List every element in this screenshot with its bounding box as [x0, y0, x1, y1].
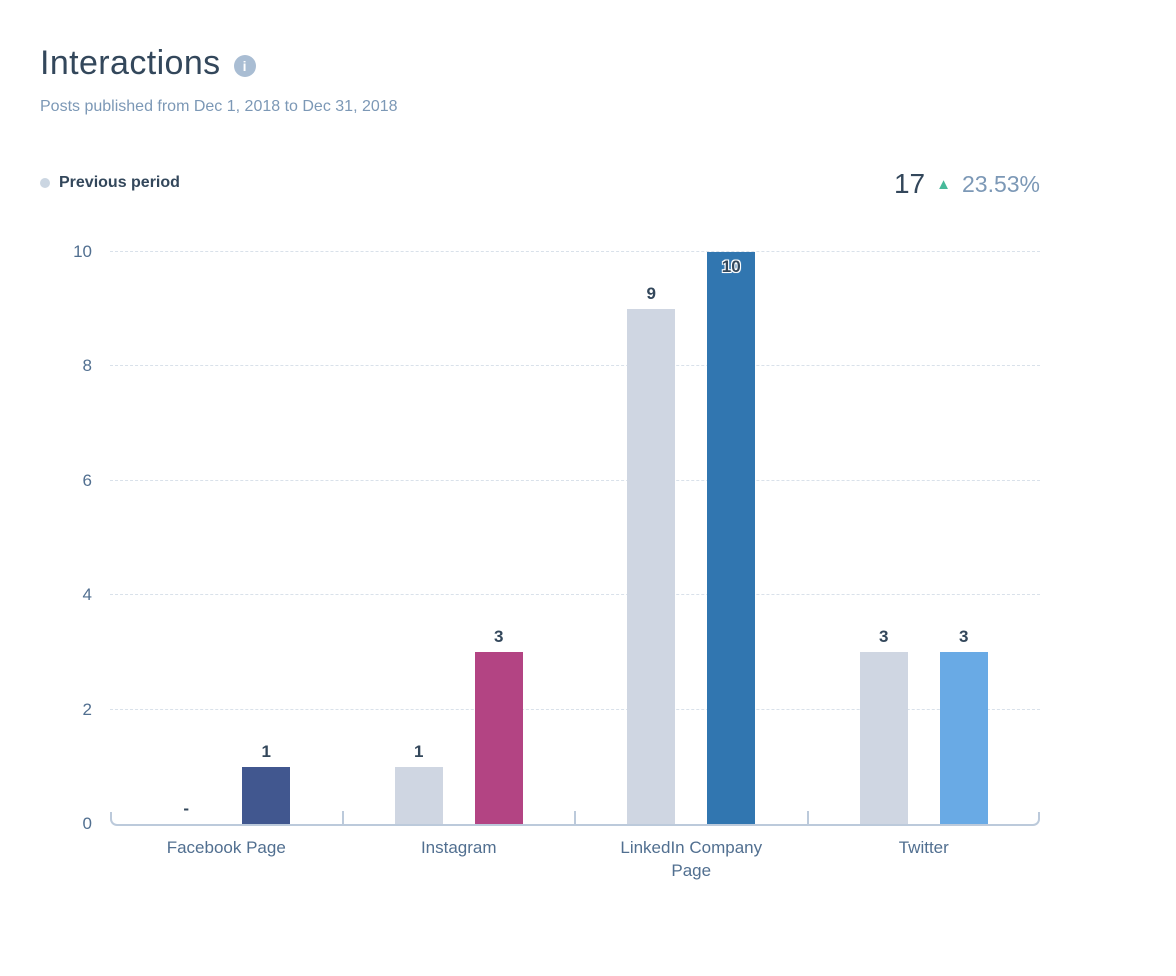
total-value: 17 [893, 168, 926, 199]
plot-row: 0 2 4 6 8 10 -1 1 3 9 10 3 3 [40, 242, 1041, 833]
legend-previous-period[interactable]: Previous period [40, 168, 180, 192]
bar-value-label: 9 [646, 284, 656, 304]
bar-value-label: 3 [494, 627, 504, 647]
page-title: Interactions [40, 44, 221, 82]
x-category-label-facebook-page: Facebook Page [166, 838, 286, 857]
x-axis-tick [806, 811, 809, 824]
change-percent: 23.53% [961, 170, 1040, 197]
bar-col-previous-instagram: 1 [394, 741, 443, 824]
bar-col-previous-facebook-page: - [162, 799, 210, 824]
y-tick-label: 10 [73, 242, 92, 261]
bar-col-current-instagram: 3 [474, 627, 523, 824]
bar-value-label: 1 [414, 741, 424, 761]
bar-previous-linkedin-company-page[interactable] [627, 309, 676, 824]
gridline [110, 708, 1040, 710]
trend-up-icon: ▲ [936, 175, 951, 193]
category-group-linkedin-company-page: 9 10 [575, 252, 808, 824]
legend-row: Previous period 17 ▲ 23.53% [40, 168, 1040, 200]
y-tick-label: 6 [82, 470, 92, 490]
info-icon[interactable]: i [233, 54, 256, 77]
bar-previous-instagram[interactable] [394, 766, 443, 824]
x-category-label-twitter: Twitter [898, 838, 949, 857]
report-header: Interactions i [40, 44, 1040, 83]
report-subtitle: Posts published from Dec 1, 2018 to Dec … [40, 98, 398, 115]
gridline [110, 251, 1040, 252]
bar-current-instagram[interactable] [474, 652, 523, 824]
gridline [110, 365, 1040, 367]
bar-col-previous-twitter: 3 [859, 627, 908, 824]
bar-current-facebook-page[interactable] [242, 766, 291, 824]
y-tick-label: 4 [82, 585, 92, 605]
y-tick-label: 2 [82, 699, 92, 719]
plot-area: -1 1 3 9 10 3 3 [110, 251, 1041, 826]
legend-label: Previous period [59, 174, 180, 191]
y-axis: 0 2 4 6 8 10 [40, 242, 110, 833]
zero-value-dash: - [183, 799, 190, 818]
y-tick-label: 0 [82, 814, 92, 833]
legend-dot-icon [40, 178, 50, 188]
gridline [110, 479, 1040, 481]
bar-value-label: 10 [721, 257, 741, 276]
x-axis: Facebook Page Instagram LinkedIn Company P… [110, 837, 1040, 883]
x-category-label-instagram: Instagram [420, 838, 497, 857]
bar-value-label: 1 [261, 741, 271, 761]
x-axis-tick [574, 811, 576, 824]
bar-col-current-facebook-page: 1 [242, 741, 291, 824]
bar-value-label: 3 [959, 627, 969, 647]
y-tick-label: 8 [82, 356, 92, 376]
gridline [110, 594, 1040, 596]
bar-col-current-twitter: 3 [939, 627, 988, 824]
x-axis-tick [341, 811, 344, 824]
x-axis-line [110, 812, 1040, 826]
interactions-report-card: Interactions i Posts published from Dec … [40, 44, 1041, 883]
category-group-facebook-page: -1 [110, 252, 343, 824]
bar-current-linkedin-company-page[interactable]: 10 [707, 252, 756, 824]
x-category-label-linkedin-company-page: LinkedIn Company Page [620, 838, 763, 880]
total-summary: 17 ▲ 23.53% [894, 168, 1040, 200]
bar-previous-twitter[interactable] [859, 652, 908, 824]
bar-col-current-linkedin-company-page: 10 [707, 252, 756, 824]
bar-col-previous-linkedin-company-page: 9 [627, 284, 676, 824]
bar-value-label: 3 [879, 627, 889, 647]
bar-current-twitter[interactable] [939, 652, 988, 824]
